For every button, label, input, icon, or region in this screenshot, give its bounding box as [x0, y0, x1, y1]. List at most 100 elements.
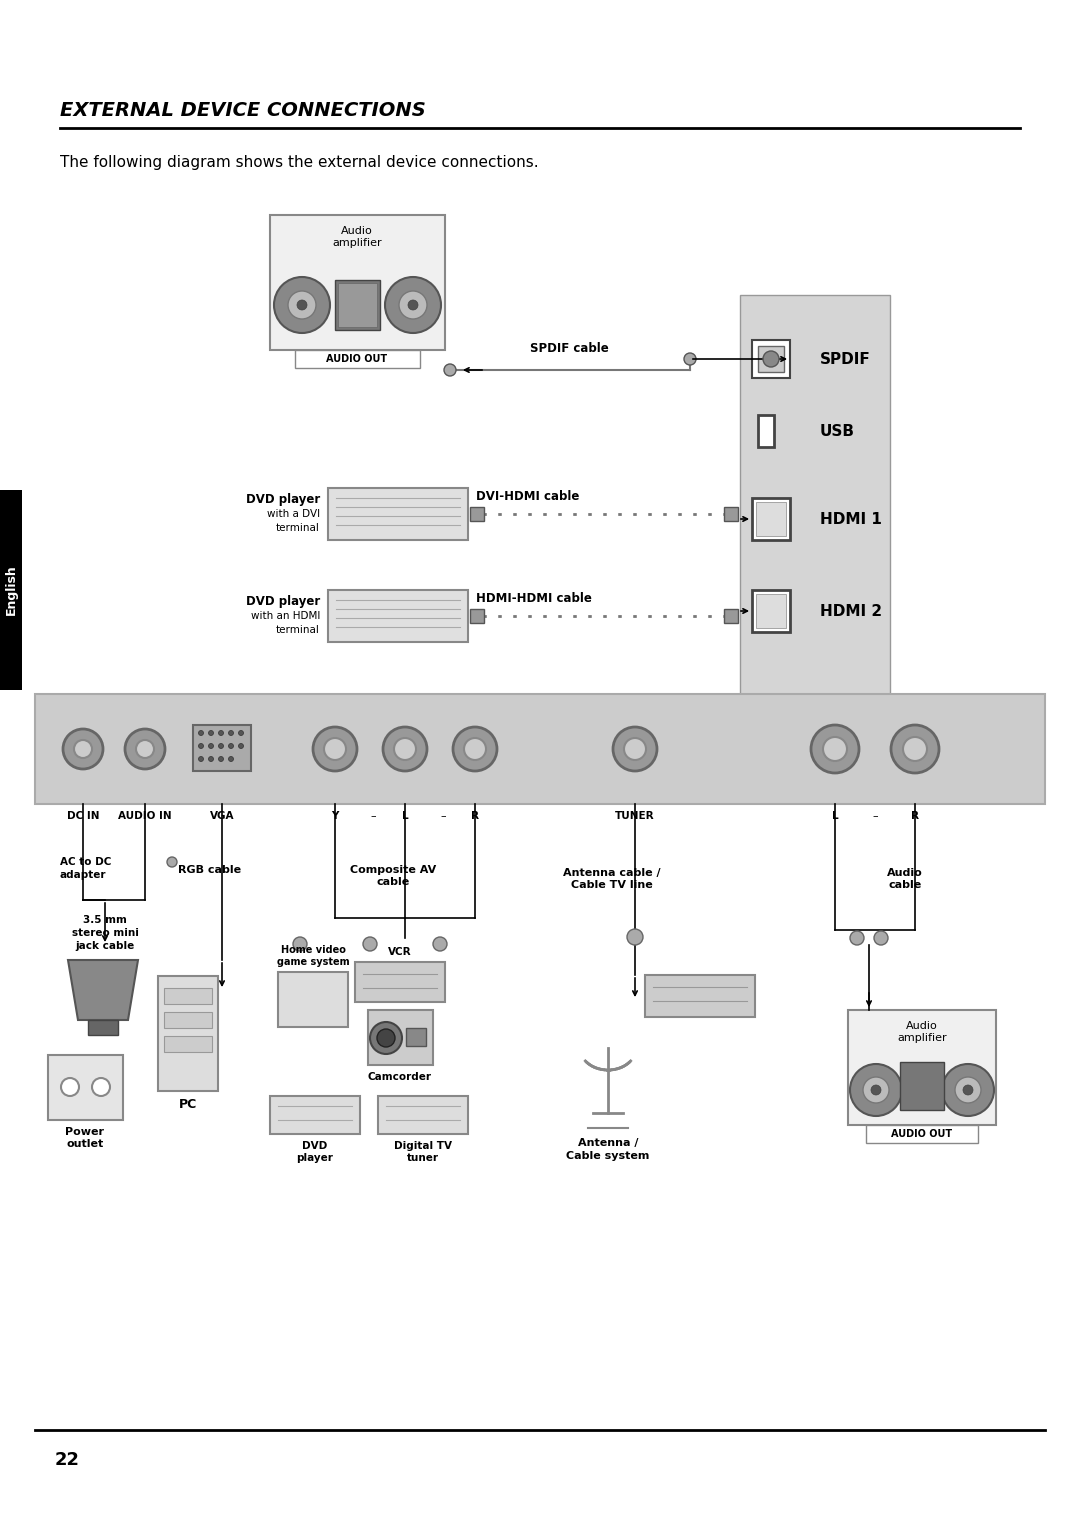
- Bar: [758, 414, 774, 446]
- Bar: [328, 488, 468, 540]
- Bar: [756, 593, 786, 628]
- Circle shape: [408, 300, 418, 310]
- Circle shape: [903, 737, 927, 761]
- Circle shape: [613, 726, 657, 771]
- Circle shape: [891, 725, 939, 774]
- Bar: [724, 508, 738, 521]
- Text: Digital TV: Digital TV: [394, 1141, 453, 1151]
- Bar: [752, 498, 789, 540]
- Text: game system: game system: [276, 957, 349, 966]
- Bar: [355, 962, 445, 1001]
- Text: DVD: DVD: [302, 1141, 327, 1151]
- Bar: [338, 283, 377, 327]
- Text: USB: USB: [820, 424, 855, 439]
- Text: DVI-HDMI cable: DVI-HDMI cable: [476, 489, 579, 503]
- Circle shape: [208, 757, 214, 761]
- Circle shape: [394, 739, 416, 760]
- Circle shape: [229, 731, 233, 735]
- Text: AUDIO OUT: AUDIO OUT: [326, 355, 388, 364]
- Circle shape: [444, 364, 456, 376]
- Text: adapter: adapter: [60, 870, 107, 881]
- Circle shape: [762, 352, 779, 367]
- Text: R: R: [471, 810, 480, 821]
- Text: Antenna /: Antenna /: [578, 1138, 638, 1148]
- Circle shape: [324, 739, 346, 760]
- Circle shape: [863, 1076, 889, 1102]
- Bar: [724, 609, 738, 622]
- Text: 3.5 mm: 3.5 mm: [83, 914, 127, 925]
- Circle shape: [850, 1064, 902, 1116]
- Text: Composite AV: Composite AV: [350, 865, 436, 875]
- Bar: [164, 1012, 212, 1027]
- Text: DVD player: DVD player: [246, 595, 320, 609]
- Circle shape: [870, 1086, 881, 1095]
- Circle shape: [208, 731, 214, 735]
- Bar: [0, 489, 22, 690]
- Text: –: –: [441, 810, 446, 821]
- Text: tuner: tuner: [407, 1153, 438, 1164]
- Text: Y: Y: [332, 810, 339, 821]
- Bar: [164, 988, 212, 1005]
- Circle shape: [199, 731, 203, 735]
- Text: L: L: [402, 810, 408, 821]
- Circle shape: [383, 726, 427, 771]
- Circle shape: [955, 1076, 981, 1102]
- Text: HDMI-HDMI cable: HDMI-HDMI cable: [476, 592, 592, 604]
- Circle shape: [288, 291, 316, 320]
- Circle shape: [850, 931, 864, 945]
- Text: jack cable: jack cable: [76, 940, 135, 951]
- Bar: [866, 1125, 978, 1144]
- Circle shape: [63, 729, 103, 769]
- Circle shape: [293, 937, 307, 951]
- Text: amplifier: amplifier: [333, 239, 382, 248]
- Circle shape: [963, 1086, 973, 1095]
- Text: DVD player: DVD player: [246, 494, 320, 506]
- Text: Audio: Audio: [906, 1021, 937, 1031]
- Text: SPDIF cable: SPDIF cable: [530, 341, 609, 355]
- Circle shape: [453, 726, 497, 771]
- Circle shape: [229, 757, 233, 761]
- Bar: [295, 350, 420, 368]
- Bar: [470, 508, 484, 521]
- Circle shape: [75, 740, 92, 758]
- Circle shape: [384, 277, 441, 333]
- Circle shape: [125, 729, 165, 769]
- Text: Antenna cable /: Antenna cable /: [563, 868, 661, 878]
- Bar: [270, 216, 445, 350]
- Bar: [164, 1037, 212, 1052]
- Bar: [740, 295, 890, 751]
- Circle shape: [313, 726, 357, 771]
- Text: with a DVI: with a DVI: [267, 509, 320, 518]
- Text: amplifier: amplifier: [897, 1034, 947, 1043]
- Text: Home video: Home video: [281, 945, 346, 956]
- Text: –: –: [370, 810, 376, 821]
- Text: SPDIF: SPDIF: [820, 352, 870, 367]
- Circle shape: [823, 737, 847, 761]
- Circle shape: [874, 931, 888, 945]
- Text: VCR: VCR: [388, 946, 411, 957]
- Text: PC: PC: [179, 1098, 198, 1112]
- Circle shape: [370, 1021, 402, 1053]
- Bar: [406, 1027, 426, 1046]
- Circle shape: [811, 725, 859, 774]
- Text: Cable system: Cable system: [566, 1151, 650, 1161]
- Circle shape: [218, 757, 224, 761]
- Circle shape: [199, 757, 203, 761]
- Circle shape: [229, 743, 233, 749]
- Circle shape: [92, 1078, 110, 1096]
- Text: cable: cable: [889, 881, 921, 890]
- Bar: [378, 1096, 468, 1135]
- Text: HDMI 2: HDMI 2: [820, 604, 882, 619]
- Text: with an HDMI: with an HDMI: [251, 612, 320, 621]
- Bar: [335, 280, 380, 330]
- Circle shape: [136, 740, 154, 758]
- Circle shape: [377, 1029, 395, 1047]
- Text: AUDIO OUT: AUDIO OUT: [891, 1128, 953, 1139]
- Circle shape: [199, 743, 203, 749]
- Text: –: –: [873, 810, 878, 821]
- Circle shape: [239, 731, 243, 735]
- Circle shape: [218, 743, 224, 749]
- Text: AC to DC: AC to DC: [60, 856, 111, 867]
- Circle shape: [399, 291, 427, 320]
- Text: player: player: [297, 1153, 334, 1164]
